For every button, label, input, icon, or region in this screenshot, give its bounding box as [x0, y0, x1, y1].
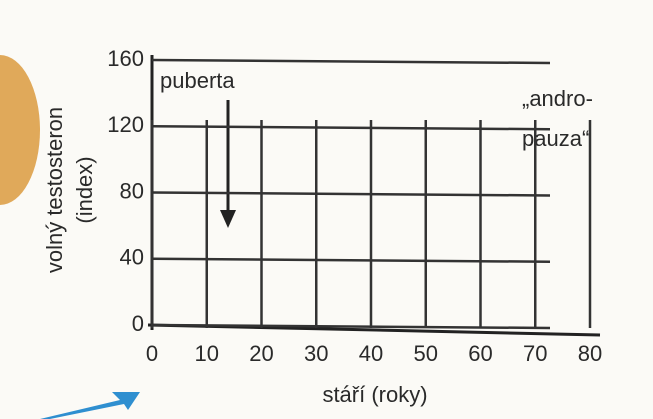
grid-line [152, 60, 550, 63]
y-tick-label: 120 [107, 112, 144, 137]
x-tick-label: 80 [578, 341, 602, 366]
x-tick-label: 70 [523, 341, 547, 366]
y-axis-label: volný testosteron [42, 107, 67, 273]
x-tick-label: 60 [468, 341, 492, 366]
x-tick-label: 50 [414, 341, 438, 366]
decor-blob [0, 55, 40, 205]
annotation-arrow-head [220, 210, 236, 228]
annotation: „andro- [522, 86, 593, 111]
x-tick-label: 40 [359, 341, 383, 366]
x-tick-label: 20 [249, 341, 273, 366]
grid-line [152, 259, 550, 262]
x-axis-label: stáří (roky) [322, 382, 427, 407]
y-tick-label: 40 [120, 245, 144, 270]
x-tick-label: 30 [304, 341, 328, 366]
y-tick-label: 80 [120, 178, 144, 203]
decor-arrow [40, 392, 140, 419]
x-tick-label: 0 [146, 341, 158, 366]
chart: puberta „andro- pauza“ stáří (roky) voln… [0, 0, 653, 419]
y-tick-label: 160 [107, 46, 144, 71]
annotation: puberta [160, 68, 235, 93]
y-axis-label: (index) [72, 156, 97, 223]
y-tick-label: 0 [132, 311, 144, 336]
grid-line [152, 126, 550, 129]
grid-line [152, 193, 550, 196]
x-tick-label: 10 [195, 341, 219, 366]
